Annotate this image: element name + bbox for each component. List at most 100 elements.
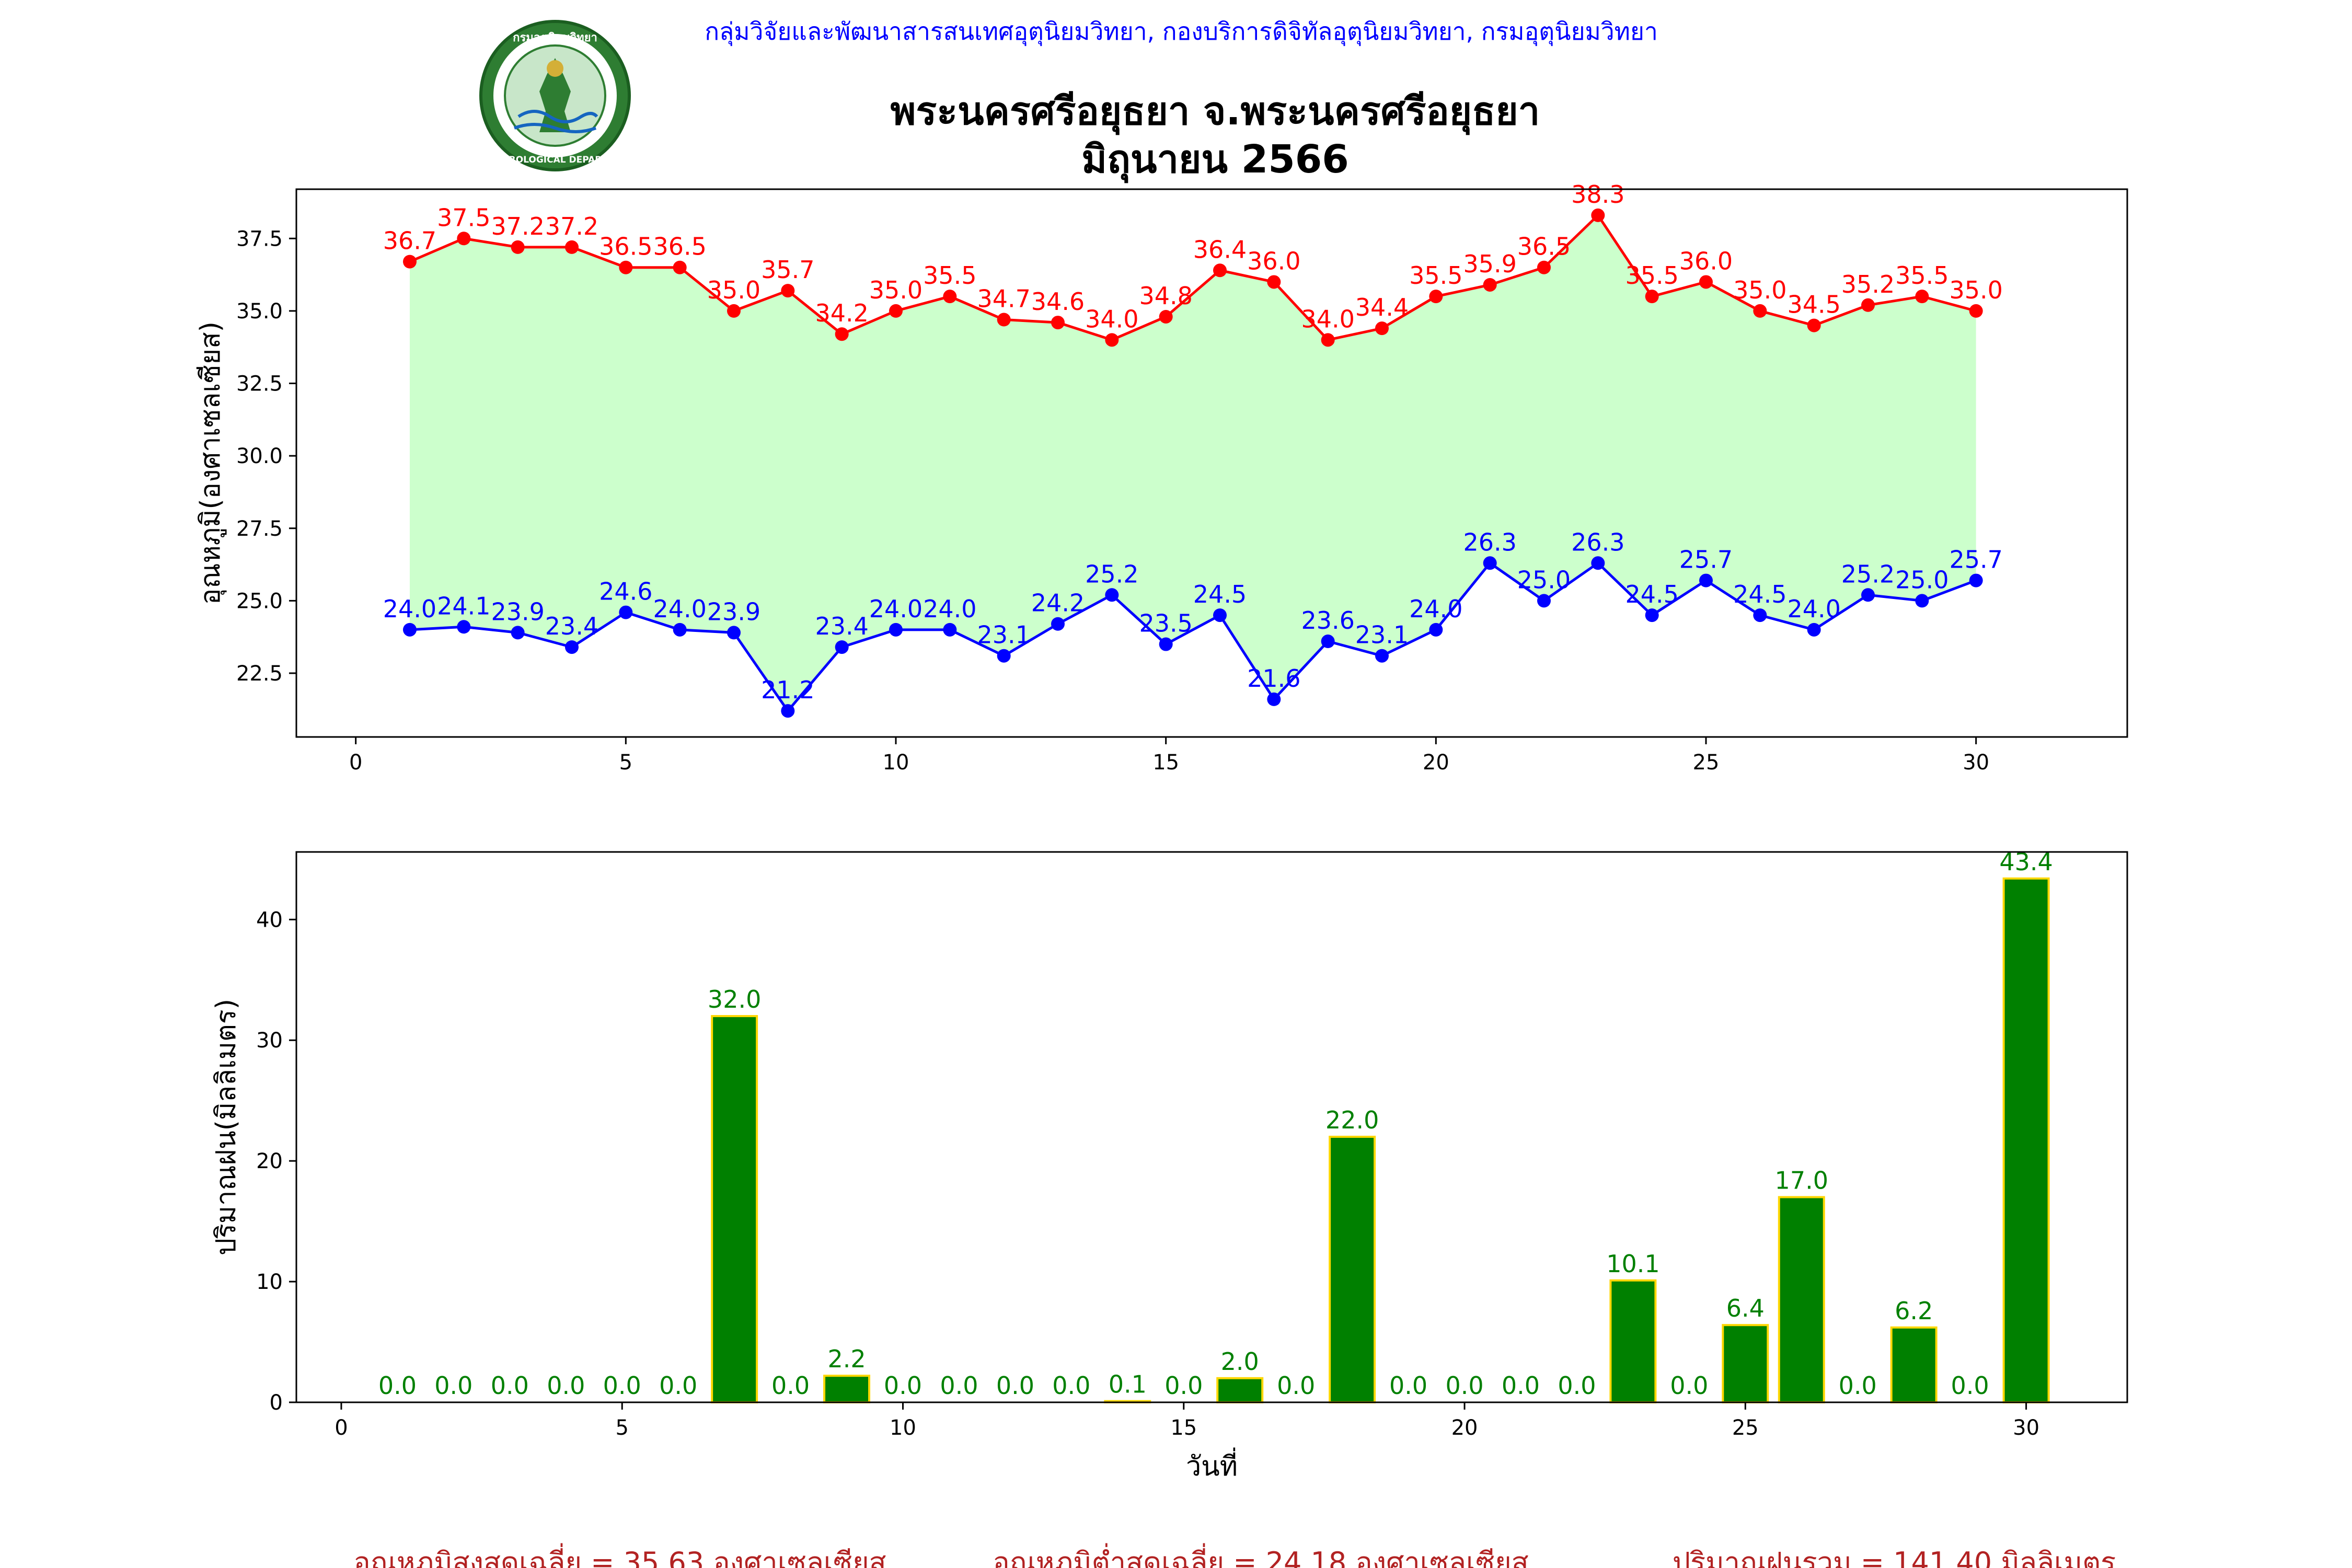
min-temperature-point: [511, 626, 525, 640]
max-temperature-line: [409, 213, 1977, 342]
min-temperature-label: 24.0: [653, 595, 706, 623]
max-temperature-point: [781, 284, 795, 298]
rain-bar-label: 10.1: [1606, 1250, 1659, 1278]
rain-bar-label: 0.0: [1951, 1371, 1989, 1400]
min-temperature-point: [889, 622, 903, 637]
min-temperature-line: [409, 561, 1977, 713]
min-temperature-label: 21.6: [1247, 664, 1300, 693]
min-temperature-point: [1429, 622, 1443, 637]
min-temperature-point: [619, 605, 633, 619]
max-temperature-point: [1429, 290, 1443, 304]
rain-bar-label: 17.0: [1775, 1166, 1828, 1194]
min-temperature-label: 24.0: [869, 595, 923, 623]
rain-bar-label: 2.2: [827, 1345, 866, 1373]
max-temperature-point: [1699, 275, 1713, 289]
max-temperature-point: [1537, 260, 1551, 274]
min-temperature-label: 23.4: [815, 612, 868, 640]
rain-bar-label: 0.0: [1670, 1371, 1708, 1400]
max-temperature-point: [403, 255, 417, 269]
min-temperature-label: 24.5: [1193, 580, 1247, 608]
max-temperature-point: [889, 304, 903, 318]
rain-bar-label: 0.0: [1445, 1371, 1483, 1400]
min-temperature-point: [457, 620, 471, 634]
max-temperature-label: 36.5: [653, 233, 706, 261]
max-temperature-point: [1051, 316, 1065, 330]
rain-bar: [1778, 1196, 1825, 1404]
max-temperature-label: 37.2: [545, 212, 598, 240]
max-temperature-label: 34.8: [1139, 282, 1192, 310]
rain-y-axis-label: ปริมาณฝน(มิลลิเมตร): [211, 999, 242, 1255]
max-temperature-label: 34.7: [977, 285, 1030, 313]
max-temperature-label: 36.0: [1679, 247, 1733, 275]
min-temperature-point: [1375, 649, 1389, 663]
rain-bar: [711, 1015, 758, 1403]
max-temperature-point: [1753, 304, 1767, 318]
min-temperature-label: 23.9: [491, 597, 544, 626]
max-temperature-point: [1591, 208, 1605, 222]
max-temperature-label: 36.7: [383, 227, 436, 255]
max-temperature-label: 35.5: [1895, 261, 1949, 290]
min-temperature-point: [1159, 637, 1173, 651]
rain-x-tick-label: 25: [1732, 1416, 1759, 1440]
rain-bar: [1216, 1377, 1264, 1403]
max-temperature-point: [943, 290, 957, 304]
min-temperature-point: [673, 622, 687, 637]
min-temperature-point: [1699, 573, 1713, 587]
min-temperature-point: [727, 626, 741, 640]
min-temperature-label: 25.7: [1949, 546, 2002, 574]
min-temperature-point: [1915, 594, 1929, 608]
min-temperature-point: [1645, 608, 1659, 622]
tmd-logo-icon: กรมอุตุนิยมวิทยา METEOROLOGICAL DEPARTME…: [474, 20, 636, 171]
temperature-y-tick-label: 30.0: [236, 444, 283, 468]
max-temperature-label: 35.5: [923, 261, 976, 290]
rain-bar-label: 0.0: [1558, 1371, 1596, 1400]
rain-bar-label: 0.0: [884, 1371, 922, 1400]
min-temperature-label: 24.0: [1787, 595, 1840, 623]
min-temperature-label: 25.2: [1841, 560, 1895, 588]
rain-y-tick-label: 20: [256, 1149, 283, 1173]
max-temperature-point: [1807, 318, 1821, 332]
min-temperature-label: 23.4: [545, 612, 598, 640]
max-temperature-label: 35.9: [1463, 250, 1516, 278]
min-temperature-point: [1051, 617, 1065, 631]
min-temperature-point: [1213, 608, 1227, 622]
rain-x-tick-label: 0: [335, 1416, 348, 1440]
temperature-y-tick-label: 35.0: [236, 299, 283, 324]
min-temperature-point: [1753, 608, 1767, 622]
rain-bar: [2002, 877, 2050, 1403]
min-temperature-label: 24.0: [923, 595, 976, 623]
max-temperature-point: [457, 232, 471, 246]
max-temperature-point: [619, 260, 633, 274]
rain-bar-label: 0.0: [659, 1371, 697, 1400]
rain-bar-label: 0.1: [1109, 1370, 1147, 1399]
footer-avg-min: อุณหภูมิต่ำสุดเฉลี่ย = 24.18 องศาเซลเซีย…: [993, 1543, 1528, 1568]
temperature-y-tick-label: 22.5: [236, 662, 283, 686]
max-temperature-label: 34.0: [1301, 305, 1354, 333]
max-temperature-label: 34.4: [1355, 293, 1409, 321]
rain-x-tick-label: 5: [616, 1416, 629, 1440]
min-temperature-point: [565, 640, 579, 654]
max-temperature-label: 35.0: [869, 276, 923, 304]
min-temperature-point: [1861, 588, 1875, 602]
min-temperature-point: [781, 704, 795, 718]
min-temperature-label: 23.9: [707, 597, 760, 626]
min-temperature-point: [943, 622, 957, 637]
rain-bar-label: 0.0: [603, 1371, 641, 1400]
max-temperature-point: [1213, 263, 1227, 278]
logo-text-bottom: METEOROLOGICAL DEPARTMENT: [474, 155, 636, 165]
min-temperature-label: 24.5: [1733, 580, 1786, 608]
max-temperature-point: [1483, 278, 1497, 292]
min-temperature-label: 24.0: [1409, 595, 1462, 623]
max-temperature-point: [727, 304, 741, 318]
min-temperature-point: [1591, 556, 1605, 570]
min-temperature-point: [1267, 692, 1281, 706]
min-temperature-point: [1537, 594, 1551, 608]
min-temperature-label: 23.1: [977, 621, 1030, 649]
min-temperature-label: 26.3: [1463, 528, 1516, 556]
max-temperature-label: 35.0: [707, 276, 760, 304]
max-temperature-label: 34.0: [1085, 305, 1138, 333]
temperature-y-tick-label: 25.0: [236, 589, 283, 613]
max-temperature-point: [1915, 290, 1929, 304]
rain-bar-label: 0.0: [1052, 1371, 1090, 1400]
